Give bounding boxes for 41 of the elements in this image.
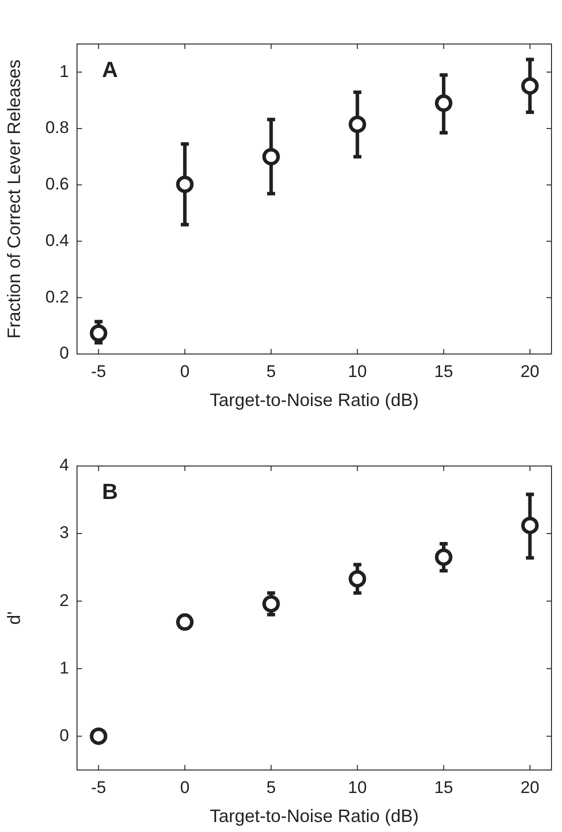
point	[90, 727, 108, 745]
x-tick-label: 10	[348, 362, 367, 381]
x-tick-label: 10	[348, 778, 367, 797]
y-tick-label: 0.2	[45, 287, 69, 306]
y-tick-label: 4	[60, 456, 69, 475]
y-axis-title: d'	[4, 611, 24, 625]
y-tick-label: 3	[60, 523, 69, 542]
x-tick-label: -5	[91, 778, 106, 797]
y-tick-label: 0	[60, 344, 69, 363]
point	[176, 613, 194, 631]
annotation: B	[102, 479, 118, 504]
y-tick-label: 0.8	[45, 118, 69, 138]
x-tick-label: 0	[180, 778, 190, 797]
x-tick-label: 5	[266, 362, 276, 381]
x-tick-label: 5	[266, 778, 276, 797]
point	[434, 94, 452, 112]
point	[521, 516, 539, 534]
annotation: A	[102, 57, 118, 82]
x-tick-label: -5	[91, 362, 106, 381]
point	[348, 570, 366, 588]
x-axis-title: Target-to-Noise Ratio (dB)	[210, 806, 419, 826]
y-tick-label: 0.6	[45, 174, 69, 194]
x-tick-label: 20	[520, 362, 540, 381]
y-tick-label: 1	[60, 62, 69, 81]
x-tick-label: 15	[434, 778, 454, 797]
point	[176, 176, 194, 194]
y-tick-label: 0.4	[45, 230, 69, 250]
point	[90, 324, 108, 342]
y-tick-label: 2	[60, 590, 69, 610]
y-tick-label: 0	[60, 726, 69, 745]
point	[521, 77, 539, 95]
y-tick-label: 1	[60, 658, 69, 678]
x-axis-title: Target-to-Noise Ratio (dB)	[210, 390, 419, 410]
point	[262, 595, 280, 613]
x-tick-label: 0	[180, 362, 190, 381]
point	[348, 116, 366, 134]
point	[434, 548, 452, 566]
y-axis-title: Fraction of Correct Lever Releases	[4, 59, 24, 339]
x-tick-label: 15	[434, 362, 454, 381]
point	[262, 148, 280, 166]
x-tick-label: 20	[520, 778, 540, 797]
